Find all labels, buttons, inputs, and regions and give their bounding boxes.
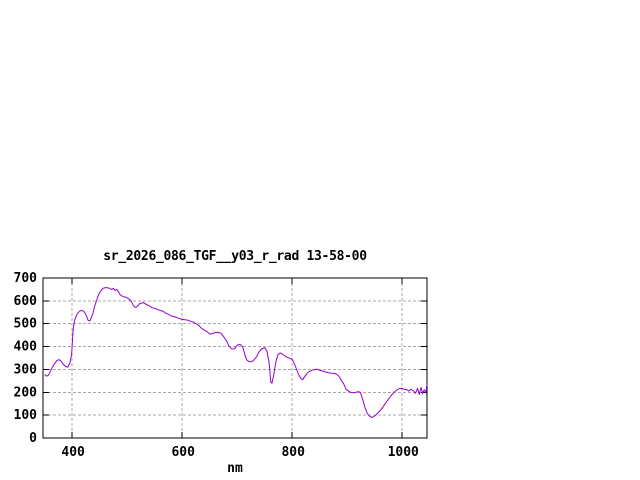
y-tick-label: 0	[29, 431, 37, 446]
x-tick-label: 1000	[388, 445, 419, 460]
x-tick-label: 400	[61, 445, 85, 460]
x-tick-label: 800	[281, 445, 305, 460]
y-tick-label: 300	[14, 362, 38, 377]
y-tick-label: 600	[14, 294, 38, 309]
x-tick-label: 600	[171, 445, 195, 460]
y-tick-label: 200	[14, 385, 38, 400]
y-tick-label: 700	[14, 271, 38, 286]
y-tick-label: 100	[14, 408, 38, 423]
chart-title: sr_2026_086_TGF__y03_r_rad 13-58-00	[103, 249, 367, 264]
series-line	[44, 287, 428, 418]
y-tick-label: 400	[14, 340, 38, 355]
y-tick-label: 500	[14, 317, 38, 332]
plot-border	[42, 277, 428, 439]
x-axis-label: nm	[227, 461, 243, 476]
